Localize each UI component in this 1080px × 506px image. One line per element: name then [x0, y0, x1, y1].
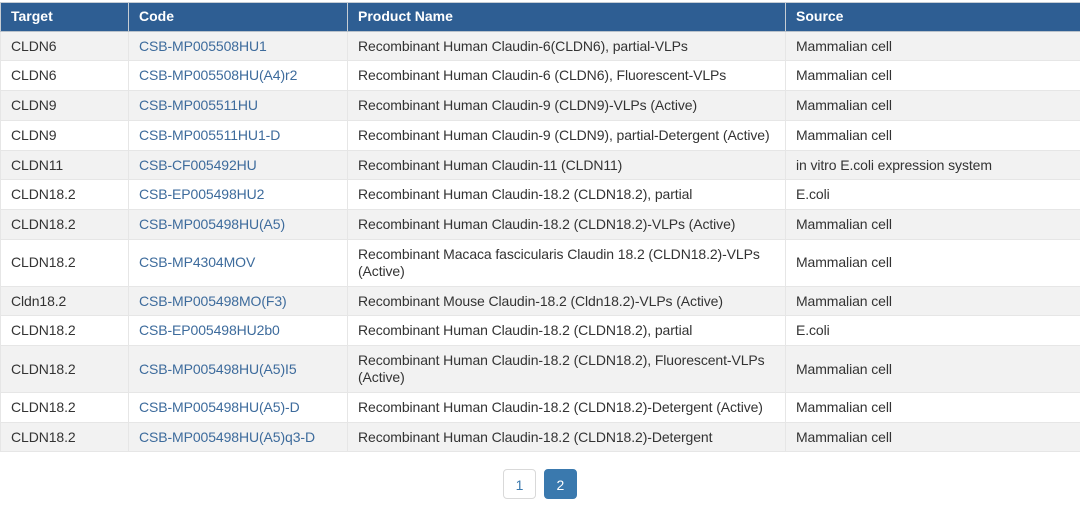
- table-row: CLDN18.2 CSB-MP005498HU(A5)-D Recombinan…: [0, 391, 1080, 423]
- header-row: Target Code Product Name Source: [0, 2, 1080, 32]
- pagination: 1 2: [0, 469, 1080, 500]
- target-cell: Cldn18.2: [0, 285, 129, 317]
- product-name-cell: Recombinant Human Claudin-6 (CLDN6), Flu…: [347, 60, 786, 92]
- product-name-cell: Recombinant Human Claudin-18.2 (CLDN18.2…: [347, 391, 786, 423]
- product-name-cell: Recombinant Human Claudin-9 (CLDN9)-VLPs…: [347, 90, 786, 121]
- target-cell: CLDN6: [0, 60, 129, 92]
- source-cell: in vitro E.coli expression system: [785, 149, 1080, 181]
- code-link[interactable]: CSB-CF005492HU: [139, 156, 257, 173]
- target-cell: CLDN18.2: [0, 239, 129, 287]
- product-name-cell: Recombinant Human Claudin-18.2 (CLDN18.2…: [347, 315, 786, 347]
- source-cell: E.coli: [785, 179, 1080, 211]
- table-row: CLDN6 CSB-MP005508HU(A4)r2 Recombinant H…: [0, 60, 1080, 92]
- source-cell: Mammalian cell: [785, 285, 1080, 317]
- source-cell: Mammalian cell: [785, 239, 1080, 287]
- target-cell: CLDN18.2: [0, 209, 129, 241]
- source-cell: Mammalian cell: [785, 345, 1080, 393]
- table-row: CLDN18.2 CSB-MP005498HU(A5)q3-D Recombin…: [0, 421, 1080, 453]
- product-name-cell: Recombinant Human Claudin-18.2 (CLDN18.2…: [347, 421, 786, 453]
- source-cell: Mammalian cell: [785, 60, 1080, 92]
- code-link[interactable]: CSB-EP005498HU2b0: [139, 322, 280, 339]
- code-link[interactable]: CSB-MP005511HU1-D: [139, 126, 281, 143]
- code-link[interactable]: CSB-MP005498HU(A5)q3-D: [139, 428, 315, 445]
- target-cell: CLDN18.2: [0, 345, 129, 393]
- code-link[interactable]: CSB-MP005508HU(A4)r2: [139, 67, 298, 84]
- code-link[interactable]: CSB-MP005508HU1: [139, 37, 267, 54]
- source-cell: Mammalian cell: [785, 391, 1080, 423]
- target-cell: CLDN18.2: [0, 421, 129, 453]
- code-link[interactable]: CSB-MP005511HU: [139, 97, 258, 114]
- table-row: CLDN11 CSB-CF005492HU Recombinant Human …: [0, 149, 1080, 181]
- source-cell: Mammalian cell: [785, 90, 1080, 121]
- source-cell: Mammalian cell: [785, 30, 1080, 62]
- table-row: CLDN18.2 CSB-MP005498HU(A5)I5 Recombinan…: [0, 345, 1080, 393]
- product-name-cell: Recombinant Human Claudin-6(CLDN6), part…: [347, 30, 786, 62]
- product-name-cell: Recombinant Human Claudin-18.2 (CLDN18.2…: [347, 179, 786, 211]
- product-name-cell: Recombinant Mouse Claudin-18.2 (Cldn18.2…: [347, 285, 786, 317]
- target-cell: CLDN9: [0, 119, 129, 151]
- product-name-cell: Recombinant Human Claudin-9 (CLDN9), par…: [347, 119, 786, 151]
- product-name-cell: Recombinant Human Claudin-18.2 (CLDN18.2…: [347, 209, 786, 241]
- target-cell: CLDN6: [0, 30, 129, 62]
- target-cell: CLDN18.2: [0, 391, 129, 423]
- table-row: CLDN18.2 CSB-MP4304MOV Recombinant Macac…: [0, 239, 1080, 287]
- page-button-1[interactable]: 1: [503, 469, 537, 500]
- target-cell: CLDN11: [0, 149, 129, 181]
- source-cell: Mammalian cell: [785, 421, 1080, 453]
- code-link[interactable]: CSB-MP005498HU(A5)I5: [139, 360, 297, 377]
- code-link[interactable]: CSB-MP005498HU(A5)-D: [139, 398, 300, 415]
- page-button-2[interactable]: 2: [543, 469, 577, 500]
- source-cell: E.coli: [785, 315, 1080, 347]
- target-cell: CLDN9: [0, 90, 129, 121]
- target-cell: CLDN18.2: [0, 315, 129, 347]
- code-link[interactable]: CSB-MP005498HU(A5): [139, 216, 286, 233]
- table-body: CLDN6 CSB-MP005508HU1 Recombinant Human …: [0, 30, 1080, 453]
- product-name-cell: Recombinant Macaca fascicularis Claudin …: [347, 239, 786, 287]
- column-header-product-name: Product Name: [347, 2, 786, 32]
- code-link[interactable]: CSB-MP4304MOV: [139, 254, 256, 271]
- table-row: Cldn18.2 CSB-MP005498MO(F3) Recombinant …: [0, 285, 1080, 317]
- products-table: Target Code Product Name Source CLDN6 CS…: [0, 2, 1080, 453]
- table-row: CLDN9 CSB-MP005511HU1-D Recombinant Huma…: [0, 119, 1080, 151]
- column-header-target: Target: [0, 2, 129, 32]
- target-cell: CLDN18.2: [0, 179, 129, 211]
- code-link[interactable]: CSB-MP005498MO(F3): [139, 292, 287, 309]
- product-name-cell: Recombinant Human Claudin-11 (CLDN11): [347, 149, 786, 181]
- column-header-source: Source: [785, 2, 1080, 32]
- source-cell: Mammalian cell: [785, 209, 1080, 241]
- product-name-cell: Recombinant Human Claudin-18.2 (CLDN18.2…: [347, 345, 786, 393]
- source-cell: Mammalian cell: [785, 119, 1080, 151]
- column-header-code: Code: [128, 2, 348, 32]
- table-header: Target Code Product Name Source: [0, 2, 1080, 32]
- table-row: CLDN18.2 CSB-MP005498HU(A5) Recombinant …: [0, 209, 1080, 241]
- table-row: CLDN18.2 CSB-EP005498HU2 Recombinant Hum…: [0, 179, 1080, 211]
- table-row: CLDN6 CSB-MP005508HU1 Recombinant Human …: [0, 30, 1080, 62]
- table-row: CLDN18.2 CSB-EP005498HU2b0 Recombinant H…: [0, 315, 1080, 347]
- code-link[interactable]: CSB-EP005498HU2: [139, 186, 265, 203]
- table-row: CLDN9 CSB-MP005511HU Recombinant Human C…: [0, 90, 1080, 121]
